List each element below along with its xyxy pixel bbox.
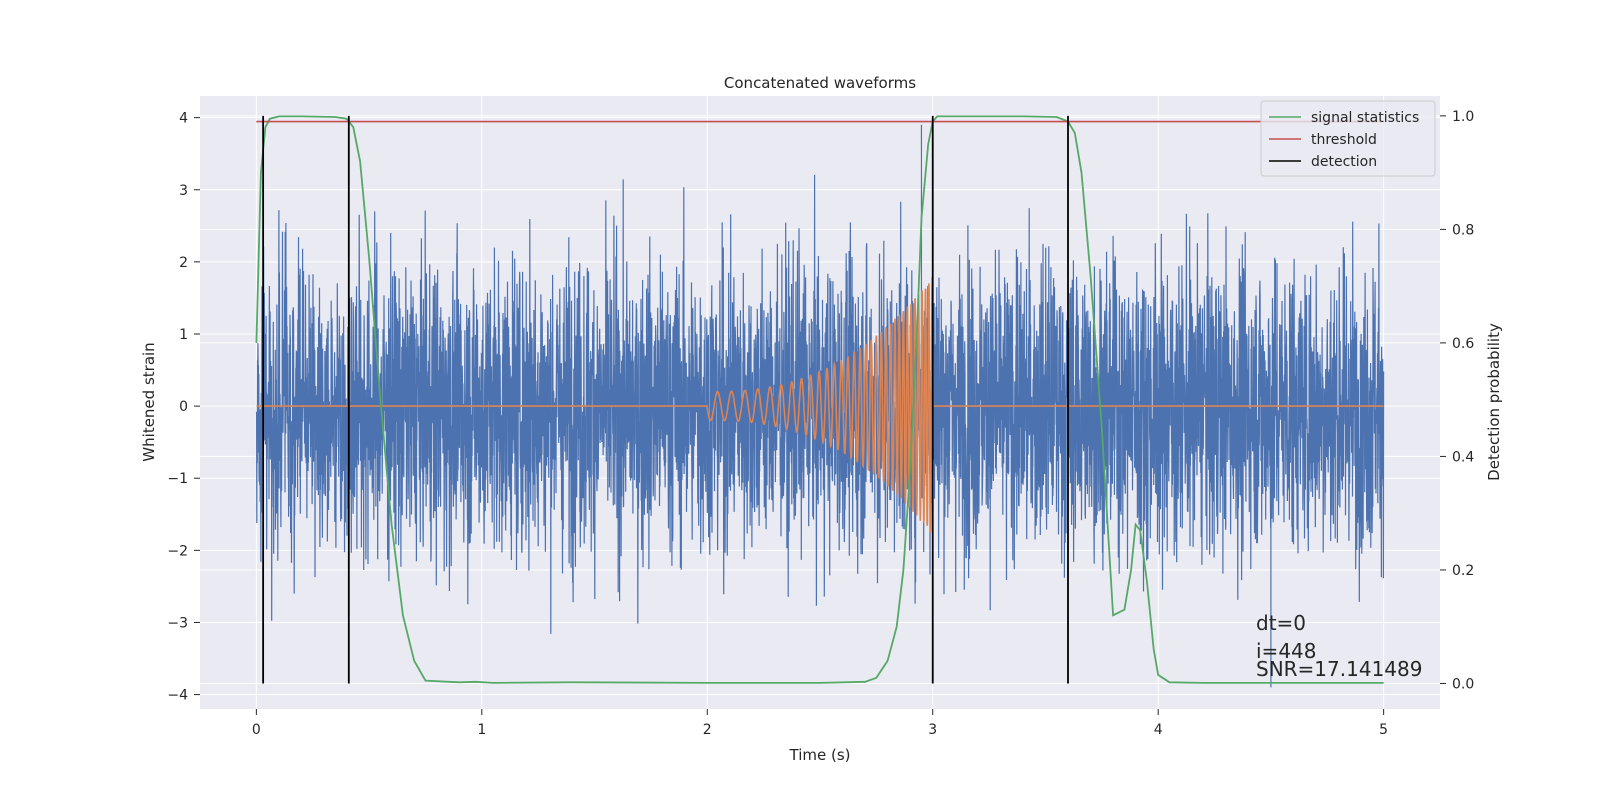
legend: signal statistics threshold detection [1260, 100, 1436, 177]
annotation-snr: SNR=17.141489 [1256, 657, 1422, 681]
legend-box [1260, 100, 1436, 177]
signal-statistics-line [255, 115, 1384, 684]
x-tick-label: 5 [1379, 722, 1388, 738]
legend-label-signal-statistics: signal statistics [1311, 110, 1419, 126]
x-tick-label: 1 [477, 722, 486, 738]
x-tick-label: 3 [928, 722, 937, 738]
legend-label-detection: detection [1311, 154, 1377, 170]
y-tick-label: 4 [179, 111, 188, 127]
legend-label-threshold: threshold [1311, 132, 1377, 148]
x-tick-label: 4 [1154, 722, 1163, 738]
ticks: 0 1 2 3 4 5 −4 −3 −2 −1 0 1 2 3 4 0.0 0.2 0.4 0.6 0.8 1.0 [167, 109, 1474, 738]
y-tick-label: 2 [179, 255, 188, 271]
y-tick-label: −2 [167, 543, 188, 559]
y2-tick-label: 1.0 [1452, 109, 1474, 125]
y2-tick-label: 0.4 [1452, 449, 1474, 465]
annotation-i: i=448 [1256, 639, 1317, 663]
y2-tick-label: 0.8 [1452, 222, 1474, 238]
strain-line [255, 174, 1385, 634]
y2-axis-label: Detection probability [1485, 323, 1503, 481]
x-axis-label: Time (s) [789, 746, 851, 764]
y-tick-label: 3 [179, 183, 188, 199]
y-tick-label: 0 [179, 399, 188, 415]
y-tick-label: −1 [167, 471, 188, 487]
chart-title: Concatenated waveforms [724, 74, 916, 92]
y-tick-label: 1 [179, 327, 188, 343]
annotation-dt: dt=0 [1256, 611, 1306, 635]
x-tick-label: 0 [252, 722, 261, 738]
y2-tick-label: 0.0 [1452, 676, 1474, 692]
y2-tick-label: 0.2 [1452, 563, 1474, 579]
y-tick-label: −3 [167, 615, 188, 631]
y2-tick-label: 0.6 [1452, 336, 1474, 352]
y-tick-label: −4 [167, 688, 188, 704]
template-series [256, 277, 1384, 533]
x-tick-label: 2 [703, 722, 712, 738]
y-axis-label: Whitened strain [140, 342, 158, 461]
right-axis-series [255, 115, 1384, 684]
template-line [256, 277, 1384, 533]
